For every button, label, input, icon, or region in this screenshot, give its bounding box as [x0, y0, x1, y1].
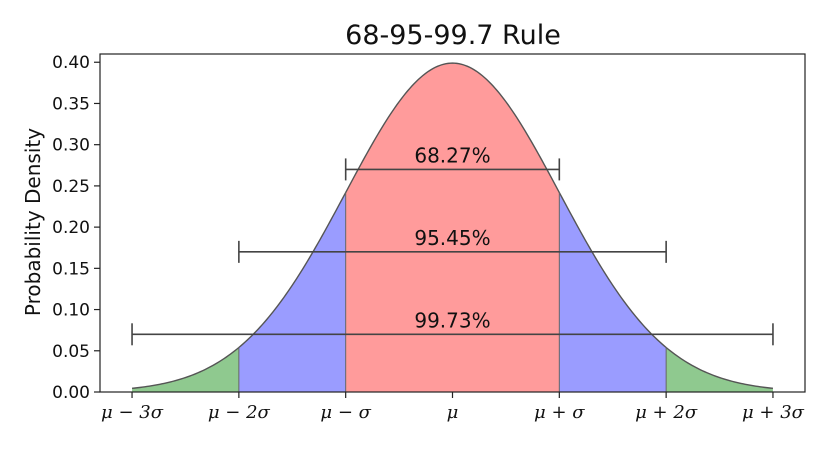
y-axis-ticks: 0.00 0.05 0.10 0.15 0.20 0.25 0.30 0.35 0.40 [52, 53, 100, 403]
interval-label: 68.27% [414, 143, 490, 167]
density-curve [131, 62, 774, 390]
interval-bar-3: 99.73% [131, 308, 774, 346]
shaded-region-5 [666, 347, 773, 392]
x-axis-ticks: μ − 3σ μ − 2σ μ − σ μ μ + σ μ + 2σ μ + 3σ [101, 392, 805, 423]
x-tick-label: μ + 3σ [742, 402, 805, 423]
x-tick-label: μ + 2σ [635, 402, 698, 423]
y-tick-label: 0.15 [52, 259, 90, 279]
x-tick-label: μ − σ [320, 402, 371, 423]
interval-bars: 68.27% 95.45% 99.73% [131, 143, 774, 346]
y-tick-label: 0.30 [52, 136, 90, 156]
y-tick-label: 0.05 [52, 342, 90, 362]
y-tick-label: 0.35 [52, 94, 90, 114]
x-tick-label: μ [447, 402, 459, 423]
y-tick-label: 0.00 [52, 383, 90, 403]
y-tick-label: 0.20 [52, 218, 90, 238]
region-boundaries [238, 192, 667, 392]
interval-label: 95.45% [414, 226, 490, 250]
shaded-region-1 [132, 347, 239, 392]
interval-bar-1: 68.27% [344, 143, 561, 181]
y-tick-label: 0.40 [52, 53, 90, 73]
shaded-region-3 [345, 63, 560, 393]
y-axis-label: Probability Density [21, 128, 45, 316]
x-tick-label: μ − 3σ [101, 402, 164, 423]
interval-bar-2: 95.45% [238, 226, 667, 263]
y-tick-label: 0.25 [52, 177, 90, 197]
x-tick-label: μ + σ [534, 402, 585, 423]
x-tick-label: μ − 2σ [208, 402, 271, 423]
chart-title: 68-95-99.7 Rule [345, 20, 561, 51]
y-tick-label: 0.10 [52, 301, 90, 321]
interval-label: 99.73% [414, 308, 490, 332]
